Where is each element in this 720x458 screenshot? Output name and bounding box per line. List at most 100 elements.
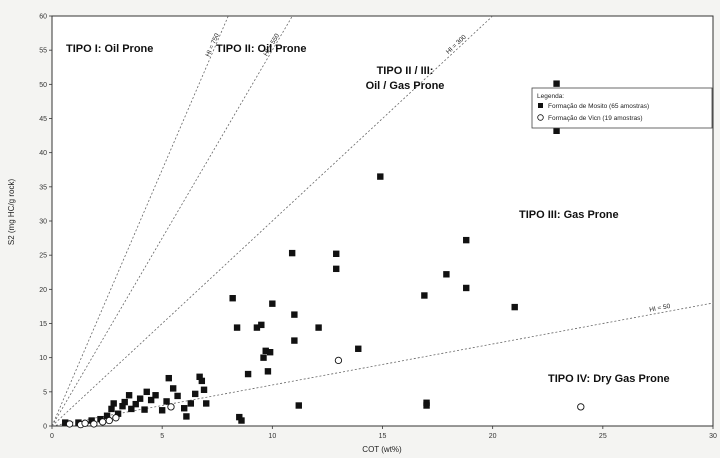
data-points [62,80,585,429]
legend-marker-open-circle [537,114,544,121]
data-point-circle [577,403,585,411]
data-point-square [110,400,117,407]
data-point-square [192,390,199,398]
data-point-circle [65,420,74,428]
data-point-square [258,321,265,329]
data-point-square [143,388,150,396]
data-point-square [553,80,560,87]
legend: Legenda: Formação de Mosito (65 amostras… [531,87,713,129]
data-point-square [88,417,95,424]
data-point-square [147,396,155,404]
data-point-square [511,303,518,311]
data-point-square [198,377,206,385]
data-point-square [333,265,340,273]
zone-label-tipo-ii-iii-line2: Oil / Gas Prone [366,80,445,92]
data-point-square [152,392,159,399]
y-tick-label: 20 [39,287,47,294]
data-point-square [136,395,144,402]
data-point-square [295,402,302,409]
data-point-square [132,400,139,408]
y-tick-label: 50 [39,82,47,89]
data-point-square [163,398,170,405]
x-tick-label: 0 [50,433,54,440]
data-point-circle [90,420,98,428]
legend-marker-filled-square [538,103,543,108]
data-point-square [264,368,272,375]
data-point-square [266,349,274,356]
data-point-circle [112,414,120,422]
y-tick-label: 40 [39,150,47,157]
data-point-square [125,392,133,399]
data-point-square [260,354,267,361]
data-point-square [463,236,470,244]
data-point-square [158,407,166,414]
data-point-square [174,392,181,400]
y-tick-label: 55 [39,48,47,55]
data-point-square [291,311,298,318]
plot-area [51,15,714,427]
y-axis-title: S2 (mg HC/g rock) [7,179,16,246]
reference-lines [51,15,714,427]
hi-reference-line [51,302,714,427]
data-point-circle [99,418,107,426]
hi-reference-label: HI = 50 [649,303,671,314]
data-point-square [423,402,430,409]
legend-entry-mosito: Formação de Mosito (65 amostras) [548,103,649,110]
zone-label-tipo-iv: TIPO IV: Dry Gas Prone [548,373,670,385]
data-point-circle [167,403,175,411]
zone-label-tipo-iii: TIPO III: Gas Prone [519,209,619,221]
data-point-square [262,347,269,355]
data-point-square [553,127,560,134]
data-point-square [291,337,298,344]
data-point-square [121,398,128,406]
y-tick-label: 25 [39,253,47,260]
data-point-square [253,324,261,331]
x-axis-title: COT (wt%) [362,445,402,454]
data-point-square [114,410,122,417]
data-point-square [141,406,148,413]
x-tick-label: 15 [379,433,387,440]
x-tick-label: 30 [709,433,717,440]
data-point-square [236,413,243,421]
data-point-square [200,386,208,393]
zone-label-tipo-ii: TIPO II: Oil Prone [216,43,306,55]
data-point-square [181,405,188,412]
data-point-square [443,271,450,278]
y-tick-label: 35 [39,184,47,191]
hi-reference-line [51,15,493,427]
data-point-square [421,292,428,299]
legend-entry-vicn: Formação de Vicn (19 amostras) [548,115,643,122]
data-point-square [229,295,236,302]
data-point-square [238,417,245,424]
data-point-square [108,405,115,413]
y-tick-label: 5 [43,389,47,396]
data-point-square [196,373,203,380]
y-tick-label: 45 [39,116,47,123]
data-point-square [165,374,172,382]
zone-label-tipo-ii-iii-line1: TIPO II / III: [377,65,434,77]
y-tick-label: 60 [39,14,47,21]
data-point-square [62,419,69,426]
x-tick-label: 10 [268,433,276,440]
data-point-square [187,400,195,407]
y-axis-ticks: 0 5 10 15 20 25 30 35 40 45 50 55 60 [39,14,52,431]
data-point-square [183,413,190,420]
x-axis-ticks: 0 5 10 15 20 25 30 [50,426,717,440]
zone-label-tipo-i: TIPO I: Oil Prone [66,43,153,55]
data-point-square [463,284,470,292]
y-tick-label: 0 [43,424,47,431]
data-point-square [355,345,362,352]
y-tick-label: 10 [39,355,47,362]
data-point-square [269,300,276,307]
data-point-square [203,400,210,407]
legend-title: Legenda: [537,93,564,100]
legend-box [531,87,713,129]
data-point-square [315,324,322,331]
data-point-circle [81,419,89,427]
x-tick-label: 5 [160,433,164,440]
data-point-square [119,402,126,410]
data-point-square [244,370,252,378]
y-tick-label: 30 [39,219,47,226]
x-tick-label: 20 [489,433,497,440]
